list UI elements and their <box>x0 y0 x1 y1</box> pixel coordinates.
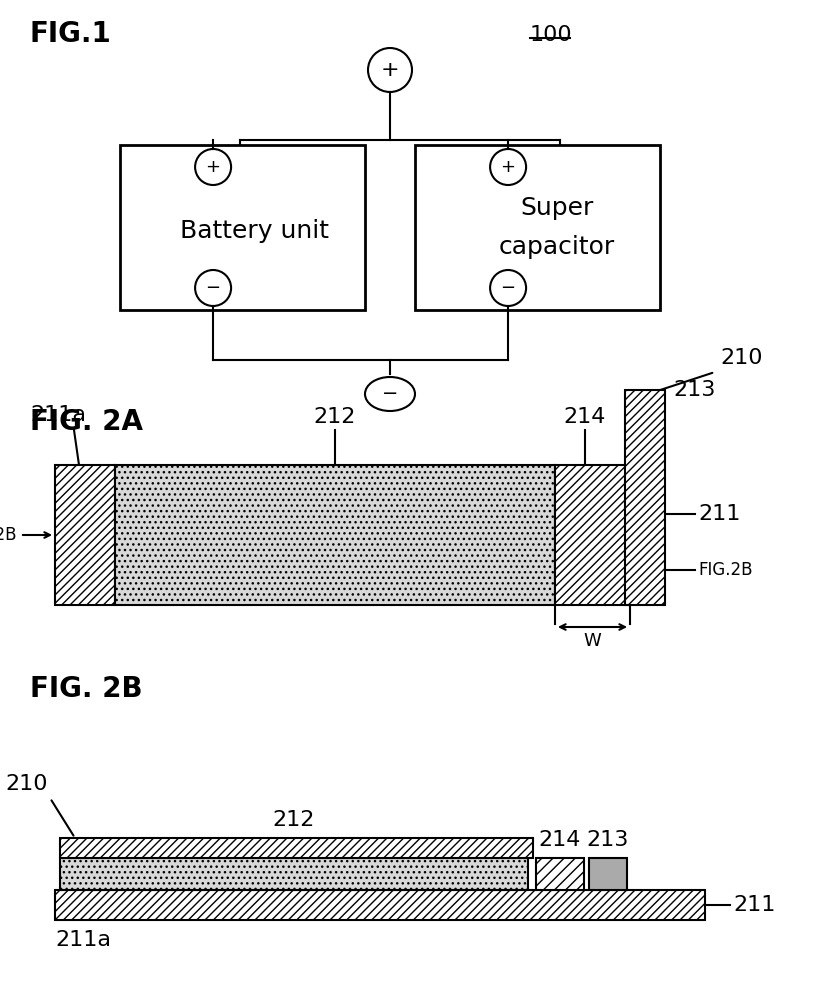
Bar <box>415 145 660 310</box>
Text: 214: 214 <box>539 830 581 850</box>
Text: FIG. 2A: FIG. 2A <box>30 408 143 436</box>
Text: W: W <box>583 632 601 650</box>
Text: 213: 213 <box>673 380 716 400</box>
Text: FIG.2B: FIG.2B <box>0 526 17 544</box>
Text: 212: 212 <box>314 407 356 427</box>
Text: −: − <box>205 279 221 297</box>
Bar <box>60 838 533 858</box>
Text: +: + <box>205 158 221 176</box>
Bar <box>625 390 665 605</box>
Text: +: + <box>380 60 399 80</box>
Text: 214: 214 <box>564 407 606 427</box>
Text: 211a: 211a <box>55 930 111 950</box>
Text: FIG.1: FIG.1 <box>30 20 112 48</box>
Text: 210: 210 <box>720 348 762 368</box>
Text: −: − <box>501 279 515 297</box>
Bar <box>120 145 365 310</box>
Text: 100: 100 <box>530 25 573 45</box>
Text: 212: 212 <box>273 810 315 830</box>
Bar <box>536 858 584 890</box>
Text: +: + <box>501 158 515 176</box>
Bar <box>555 465 630 605</box>
Bar <box>55 890 705 920</box>
Text: FIG. 2B: FIG. 2B <box>30 675 142 703</box>
Bar <box>55 465 115 605</box>
Bar <box>60 858 528 890</box>
Bar <box>115 465 555 605</box>
Text: 211a: 211a <box>30 405 86 425</box>
Bar <box>589 858 627 890</box>
Text: 211: 211 <box>733 895 775 915</box>
Text: Super: Super <box>520 196 594 220</box>
Text: 213: 213 <box>587 830 629 850</box>
Text: Battery unit: Battery unit <box>180 219 330 243</box>
Text: capacitor: capacitor <box>499 235 615 259</box>
Text: 211: 211 <box>698 504 740 524</box>
Text: 210: 210 <box>6 774 48 794</box>
Text: −: − <box>382 384 398 403</box>
Text: FIG.2B: FIG.2B <box>698 561 753 579</box>
